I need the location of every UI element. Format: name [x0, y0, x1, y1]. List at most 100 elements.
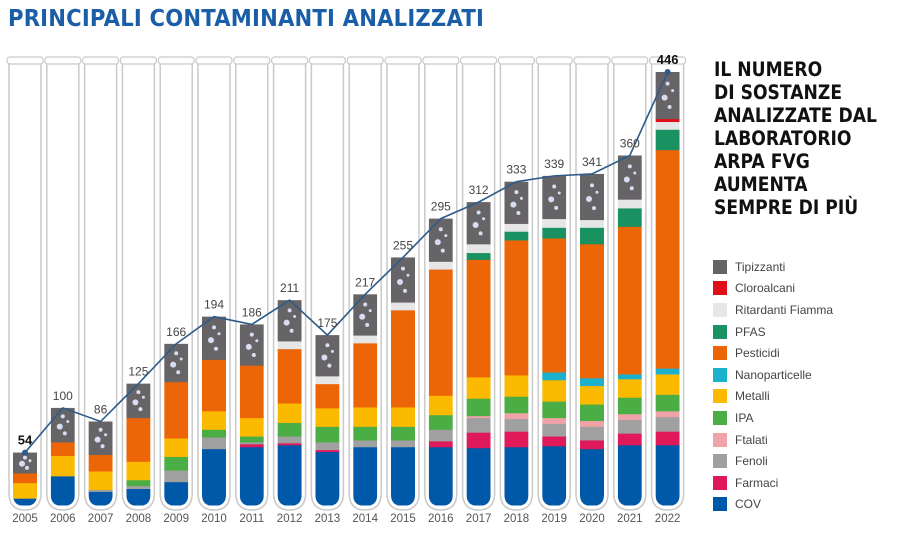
bar-segment-cloroalcani	[655, 118, 680, 123]
legend-item: Ritardanti Fiamma	[713, 299, 833, 321]
test-tube-rim	[119, 56, 158, 65]
total-label: 339	[544, 157, 564, 171]
legend-swatch	[713, 454, 727, 469]
bar-segment-cov	[239, 446, 264, 506]
bar-segment-ritardanti-fiamma	[466, 243, 491, 254]
bar-segment-metalli	[353, 406, 378, 427]
bar-segment-pfas	[617, 207, 642, 227]
bubble-icon	[368, 309, 372, 313]
bar-segment-pesticidi	[239, 365, 264, 419]
bubble-icon	[62, 431, 67, 436]
legend-item: Pesticidi	[713, 342, 833, 364]
bubble-icon	[251, 353, 256, 358]
bar-segment-cov	[13, 498, 37, 506]
legend-label: Tipizzanti	[735, 259, 786, 274]
bar-segment-farmaci	[504, 431, 529, 448]
bar-segment-pfas	[504, 231, 529, 241]
bubble-icon	[476, 210, 481, 215]
bar-segment-cov	[315, 451, 340, 506]
bar-segment-ipa	[504, 396, 529, 414]
side-headline: IL NUMERO DI SOSTANZE ANALIZZATE DAL LAB…	[714, 58, 877, 219]
legend-swatch	[713, 475, 727, 490]
year-label: 2009	[163, 513, 189, 525]
bubble-icon	[661, 94, 668, 101]
bar-segment-ritardanti-fiamma	[504, 223, 529, 232]
bar-segment-pesticidi	[50, 441, 75, 456]
bar-segment-pfas	[542, 227, 567, 239]
bar-segment-pesticidi	[617, 226, 642, 375]
total-label: 341	[582, 155, 602, 169]
bar-segment-cov	[655, 444, 680, 506]
year-label: 2018	[504, 513, 530, 525]
bar-segment-metalli	[580, 385, 604, 405]
bar-segment-cov	[50, 475, 75, 506]
bar-segment-fenoli	[164, 470, 189, 483]
bar-segment-pfas	[655, 129, 680, 151]
bar-segment-tipizzanti	[164, 343, 189, 383]
bar-segment-fenoli	[391, 439, 415, 448]
legend-label: Cloroalcani	[735, 281, 796, 296]
bubble-icon	[28, 459, 32, 463]
total-label: 166	[166, 325, 186, 339]
bar-segment-fenoli	[466, 417, 491, 433]
total-label: 100	[53, 389, 73, 403]
total-label: 446	[657, 52, 679, 67]
bubble-icon	[176, 370, 181, 375]
test-tube-rim	[535, 56, 573, 65]
test-tube-rim	[44, 56, 82, 65]
bubble-icon	[212, 325, 216, 330]
bar-segment-fenoli	[504, 418, 529, 432]
bar-segment-pesticidi	[277, 348, 302, 404]
bar-segment-metalli	[655, 373, 680, 395]
bubble-icon	[510, 201, 517, 208]
bar-segment-fenoli	[655, 416, 680, 432]
bar-segment-farmaci	[466, 432, 491, 449]
bar-segment-ftalati	[542, 417, 567, 424]
side-line: IL NUMERO	[714, 58, 823, 81]
bar-segment-ftalati	[617, 413, 642, 421]
bubble-icon	[325, 343, 330, 348]
legend-label: Ftalati	[735, 432, 768, 447]
bubble-icon	[66, 420, 70, 424]
bar-segment-fenoli	[542, 423, 567, 437]
bubble-icon	[590, 183, 594, 188]
bar-segment-ipa	[466, 398, 491, 417]
legend-label: Fenoli	[735, 454, 768, 469]
bar-segment-tipizzanti	[466, 202, 491, 245]
year-label: 2006	[50, 513, 76, 525]
bubble-icon	[138, 407, 143, 412]
test-tube	[46, 62, 80, 511]
legend-swatch	[713, 259, 727, 274]
year-label: 2016	[428, 513, 454, 525]
bubble-icon	[629, 186, 634, 191]
bar-segment-metalli	[315, 407, 340, 427]
test-tube-rim	[384, 56, 422, 65]
bar-segment-nanoparticelle	[542, 371, 567, 381]
bar-segment-pesticidi	[202, 359, 226, 412]
bar-segment-farmaci	[277, 442, 302, 446]
bar-segment-tipizzanti	[13, 452, 37, 474]
test-tube	[83, 62, 118, 511]
bubble-icon	[434, 239, 441, 246]
bar-segment-pfas	[466, 252, 491, 260]
bar-segment-ipa	[391, 426, 415, 441]
page-title: PRINCIPALI CONTAMINANTI ANALIZZATI	[8, 6, 485, 32]
total-point	[22, 449, 28, 456]
total-label: 54	[18, 433, 33, 448]
bar-segment-metalli	[542, 379, 567, 402]
year-label: 2017	[466, 513, 492, 525]
year-label: 2012	[277, 513, 303, 525]
bar-segment-cov	[277, 444, 302, 506]
bar-segment-farmaci	[617, 433, 642, 446]
bar-segment-pesticidi	[353, 342, 378, 408]
test-tube-rim	[308, 56, 346, 65]
total-label: 86	[94, 403, 108, 417]
bubble-icon	[667, 104, 672, 109]
bar-segment-cov	[542, 445, 567, 506]
legend-item: Metalli	[713, 386, 833, 408]
bar-segment-farmaci	[542, 436, 567, 447]
bar-segment-cov	[391, 446, 415, 506]
total-label: 360	[620, 136, 640, 150]
test-tube-rim	[460, 56, 498, 65]
